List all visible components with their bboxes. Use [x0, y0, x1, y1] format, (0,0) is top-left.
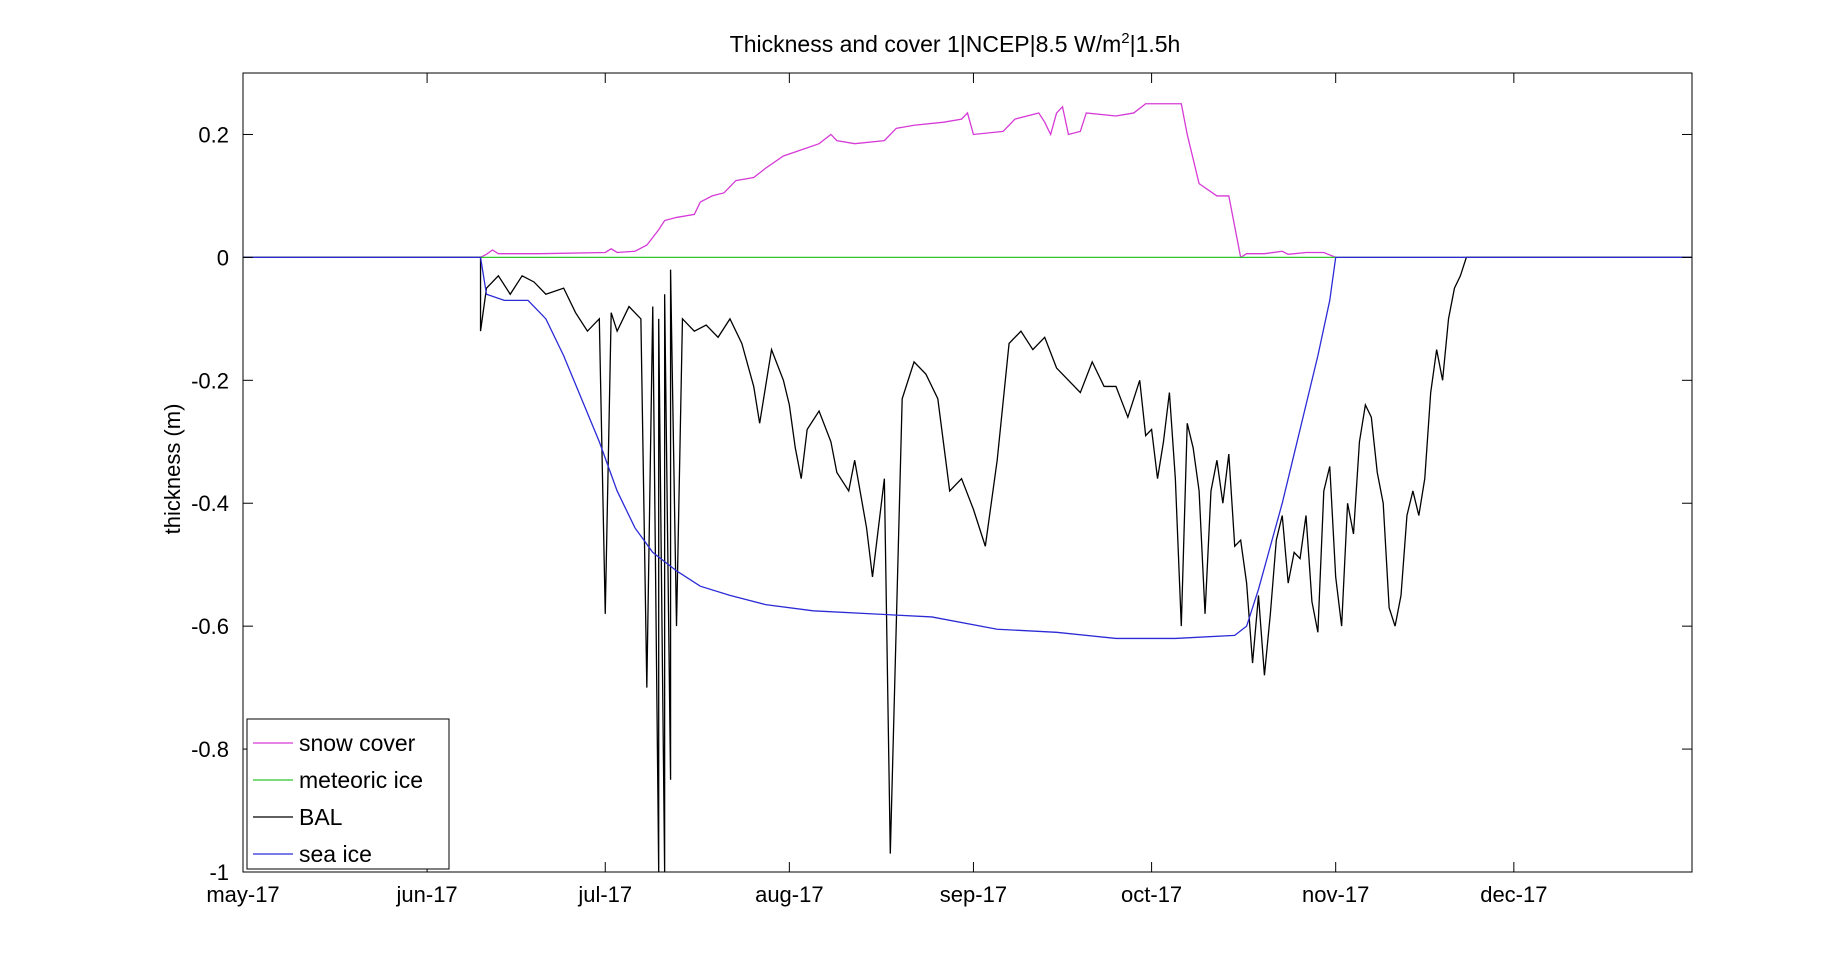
- x-tick-label: nov-17: [1302, 882, 1369, 907]
- legend-label: snow cover: [299, 730, 416, 756]
- legend-label: sea ice: [299, 841, 372, 867]
- chart-title: Thickness and cover 1|NCEP|8.5 W/m2|1.5h: [730, 30, 1181, 57]
- series-line-BAL: [243, 256, 1692, 873]
- legend: snow cover meteoric ice BAL sea ice: [246, 718, 450, 870]
- legend-label: meteoric ice: [299, 767, 423, 793]
- y-tick-label: -0.8: [191, 737, 229, 762]
- y-axis-label: thickness (m): [160, 404, 185, 535]
- y-tick-label: 0.2: [198, 122, 229, 147]
- x-tick-label: sep-17: [940, 882, 1007, 907]
- plot-frame: [242, 72, 1693, 873]
- legend-label: BAL: [299, 804, 343, 830]
- legend-box: [246, 718, 450, 870]
- x-tick-label: may-17: [206, 882, 279, 907]
- x-tick-label: jul-17: [577, 882, 632, 907]
- x-tick-label: oct-17: [1121, 882, 1182, 907]
- series-line-snow-cover: [243, 103, 1692, 259]
- ticks-layer: -1 -0.8 -0.6 -0.4 -0.2 0 0.2 may-17 jun-17 jul-17…: [191, 73, 1692, 907]
- y-tick-label: -0.2: [191, 368, 229, 393]
- y-tick-label: -0.4: [191, 491, 229, 516]
- y-tick-label: 0: [217, 245, 229, 270]
- series-line-sea-ice: [243, 256, 1692, 640]
- series-layer: [243, 103, 1692, 873]
- x-tick-label: dec-17: [1480, 882, 1547, 907]
- x-tick-label: jun-17: [396, 882, 458, 907]
- x-tick-label: aug-17: [755, 882, 824, 907]
- y-tick-label: -0.6: [191, 614, 229, 639]
- y-tick-label: -1: [209, 860, 229, 885]
